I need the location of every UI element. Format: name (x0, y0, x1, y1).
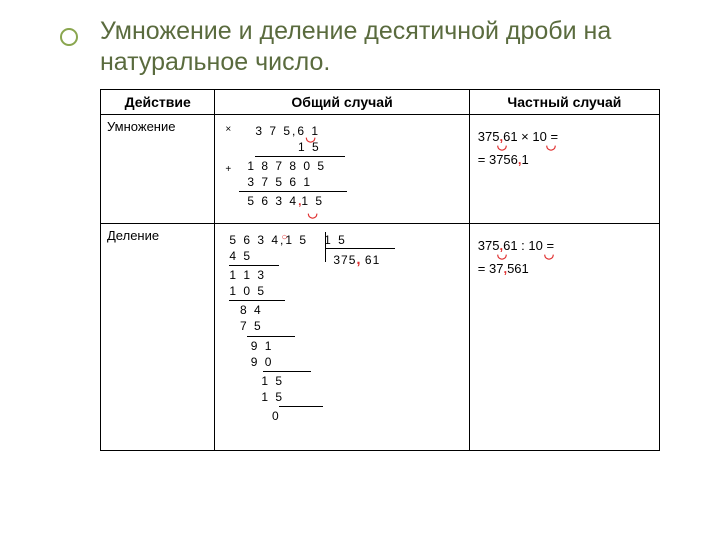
div-general: 5 6 3 4,1 5 1 5 ○ 375, 61 4 5 1 1 3 1 0 … (215, 223, 469, 450)
mult-line-a (255, 156, 345, 157)
mult-smile2: ◡ (307, 205, 317, 221)
div-l4 (263, 371, 311, 372)
title-bullet (60, 28, 78, 46)
slide-title: Умножение и деление десятичной дроби на … (100, 16, 680, 79)
div-final: 0 (229, 408, 462, 424)
mult-spec-smile2: ◡ (546, 135, 556, 157)
div-s3: 7 5 (229, 318, 462, 334)
div-hbar (325, 248, 395, 249)
div-r2: 8 4 (229, 302, 462, 318)
mult-result: 5 6 3 4,1 5 (229, 193, 462, 209)
content-table: Действие Общий случай Частный случай Умн… (100, 89, 660, 451)
div-vbar (325, 232, 326, 262)
th-special: Частный случай (469, 89, 659, 114)
row-multiplication: Умножение × 3 7 5,6 1 ◡ 1 5 + 1 8 7 8 0 … (101, 114, 660, 223)
table-header-row: Действие Общий случай Частный случай (101, 89, 660, 114)
div-spec-smile2: ◡ (544, 244, 554, 266)
th-action: Действие (101, 89, 215, 114)
div-s4: 9 0 (229, 354, 462, 370)
div-spec-smile1: ◡ (497, 244, 507, 266)
div-bullet: ○ (281, 231, 287, 245)
div-l5 (279, 406, 323, 407)
th-general: Общий случай (215, 89, 469, 114)
div-s5: 1 5 (229, 389, 462, 405)
mult-line1: 3 7 5,6 1 (229, 123, 462, 139)
mult-p1: 1 8 7 8 0 5 (229, 158, 462, 174)
div-quotient: 375, 61 (333, 250, 380, 270)
mult-p2: 3 7 5 6 1 (229, 174, 462, 190)
mult-general: × 3 7 5,6 1 ◡ 1 5 + 1 8 7 8 0 5 3 7 5 6 … (215, 114, 469, 223)
mult-special-eq: 375,61 × 10 = ◡ ◡ = 3756,1 (476, 119, 653, 178)
mult-line-b (239, 191, 347, 192)
label-mult: Умножение (101, 114, 215, 223)
div-r3: 9 1 (229, 338, 462, 354)
div-l1 (229, 265, 279, 266)
div-l2 (229, 300, 285, 301)
div-l3 (247, 336, 295, 337)
mult-smile1: ◡ (305, 129, 315, 145)
div-s2: 1 0 5 (229, 283, 462, 299)
row-division: Деление 5 6 3 4,1 5 1 5 ○ 375, 61 4 5 1 … (101, 223, 660, 450)
div-top: 5 6 3 4,1 5 1 5 (229, 232, 462, 248)
mult-work: × 3 7 5,6 1 ◡ 1 5 + 1 8 7 8 0 5 3 7 5 6 … (221, 119, 462, 219)
mult-line2: 1 5 (229, 139, 462, 155)
div-special-eq: 375,61 : 10 = ◡ ◡ = 37,561 (476, 228, 653, 287)
label-div: Деление (101, 223, 215, 450)
div-work: 5 6 3 4,1 5 1 5 ○ 375, 61 4 5 1 1 3 1 0 … (221, 228, 462, 446)
mult-special: 375,61 × 10 = ◡ ◡ = 3756,1 (469, 114, 659, 223)
div-r4: 1 5 (229, 373, 462, 389)
div-special: 375,61 : 10 = ◡ ◡ = 37,561 (469, 223, 659, 450)
op-mul: × (225, 123, 231, 137)
op-add: + (225, 163, 231, 177)
mult-spec-smile1: ◡ (497, 135, 507, 157)
